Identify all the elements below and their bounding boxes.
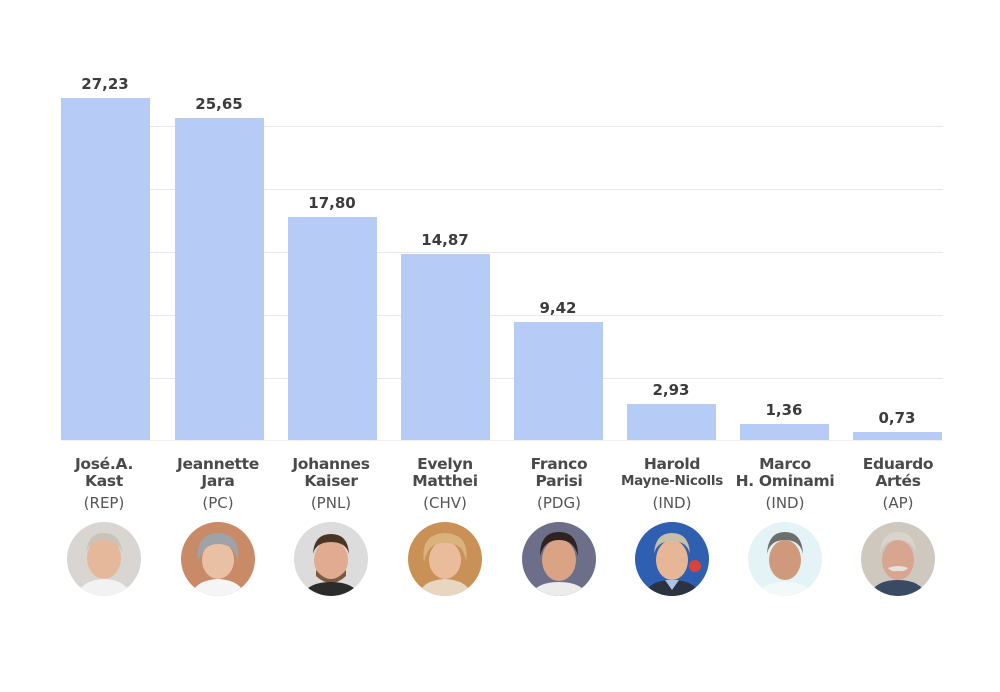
candidate-last-name: Parisi [535,472,583,490]
candidate-first-name: Marco [759,455,811,473]
candidate-last-name: Jara [201,472,235,490]
bar-kast [61,98,150,440]
candidate-first-name: Evelyn [417,455,473,473]
category-label: José.A. Kast (REP) [39,456,169,514]
candidate-last-name: H. Ominami [735,472,835,490]
avatar-parisi [522,522,596,596]
avatar-artes [861,522,935,596]
bar-jara [175,118,264,440]
value-label: 9,42 [539,299,577,317]
bar-parisi [514,322,603,440]
category-label: Jeannette Jara (PC) [153,456,283,514]
value-label: 27,23 [81,75,129,93]
candidate-first-name: Eduardo [862,455,934,473]
value-label: 1,36 [765,401,803,419]
category-label: Evelyn Matthei (CHV) [380,456,510,514]
candidate-last-name: Mayne-Nicolls [621,473,723,489]
category-label: Eduardo Artés (AP) [833,456,963,514]
party-label: (IND) [652,494,692,512]
avatar-kaiser [294,522,368,596]
party-label: (PC) [202,494,234,512]
candidate-first-name: Johannes [292,455,370,473]
bar-matthei [401,254,490,440]
candidate-first-name: José.A. [74,455,134,473]
candidate-last-name: Kast [85,472,123,490]
gridline [61,252,943,253]
candidate-last-name: Artés [875,472,921,490]
party-label: (PDG) [537,494,581,512]
value-label: 17,80 [308,194,356,212]
party-label: (AP) [882,494,914,512]
bar-artes [853,432,942,440]
bar-ominami [740,424,829,440]
avatar-ominami [748,522,822,596]
category-label: Marco H. Ominami (IND) [715,456,855,514]
gridline [61,378,943,379]
avatar-kast [67,522,141,596]
candidate-first-name: Jeannette [177,455,259,473]
gridline [61,126,943,127]
party-label: (PNL) [310,494,352,512]
category-label: Johannes Kaiser (PNL) [266,456,396,514]
value-label: 25,65 [195,95,243,113]
value-label: 2,93 [652,381,690,399]
candidate-last-name: Matthei [412,472,478,490]
candidate-first-name: Harold [643,455,701,473]
avatar-matthei [408,522,482,596]
candidate-first-name: Franco [530,455,588,473]
avatar-jara [181,522,255,596]
baseline [61,440,943,441]
avatar-mayne-nicolls [635,522,709,596]
party-label: (REP) [83,494,125,512]
value-label: 0,73 [878,409,916,427]
category-label: Franco Parisi (PDG) [494,456,624,514]
gridline [61,189,943,190]
party-label: (CHV) [423,494,467,512]
party-label: (IND) [765,494,805,512]
value-label: 14,87 [421,231,469,249]
bar-mayne-nicolls [627,404,716,440]
candidate-last-name: Kaiser [304,472,358,490]
category-label: Harold Mayne-Nicolls (IND) [597,456,747,514]
gridline [61,315,943,316]
bar-kaiser [288,217,377,440]
